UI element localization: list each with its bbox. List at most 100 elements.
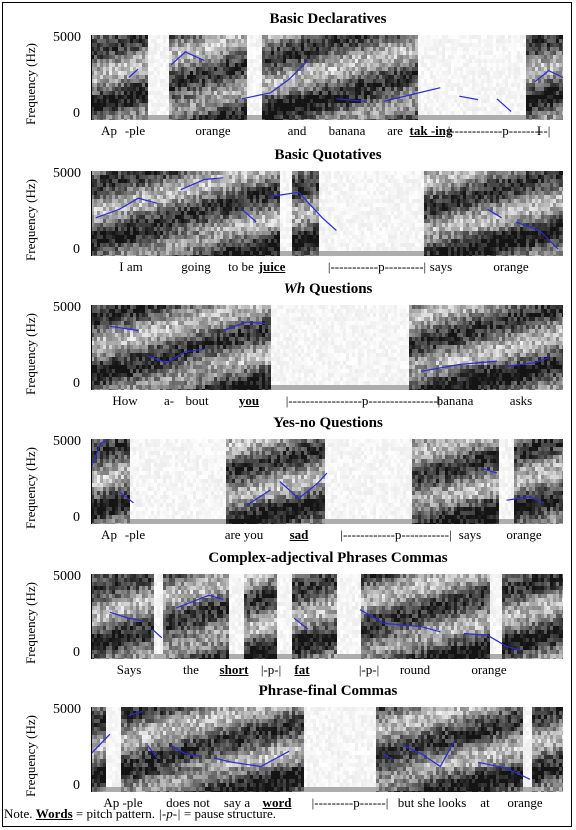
word-label: a- <box>164 393 174 409</box>
spectrogram-image <box>91 439 563 524</box>
y-tick-bottom: 0 <box>73 106 80 122</box>
word-label: Ap -ple <box>103 795 142 811</box>
panel-title-rest: Questions <box>305 281 372 297</box>
word-label: bout <box>185 393 208 409</box>
y-axis-label: Frequency (Hz) <box>23 710 39 802</box>
pitch-contour <box>515 221 559 250</box>
pause-marker: |-p-| <box>261 662 281 678</box>
pitch-contour <box>170 51 205 66</box>
pause-marker: |------------p---------| <box>448 123 551 139</box>
pitch-contour <box>270 191 337 231</box>
panel-title: Basic Quotatives <box>93 147 563 164</box>
note-prefix: Note. <box>4 806 33 821</box>
spectrogram-image <box>91 707 563 792</box>
word-label: banana <box>437 393 474 409</box>
spectrogram-image <box>91 35 563 120</box>
panel-title-italic: Wh <box>284 281 306 297</box>
pitch-contour <box>336 98 365 102</box>
word-label: round <box>400 662 430 678</box>
y-tick-top: 5000 <box>53 30 81 46</box>
pause-marker: |-----------------p----------------| <box>286 393 441 409</box>
y-axis-label: Frequency (Hz) <box>23 308 39 400</box>
pitch-word: short <box>220 662 249 678</box>
pitch-contour <box>95 197 158 219</box>
word-label: orange <box>471 662 506 678</box>
note-pause: |-p-| <box>158 806 180 821</box>
pitch-word: sad <box>290 527 309 543</box>
y-tick-top: 5000 <box>53 300 81 316</box>
spectrogram-panel: Basic Quotatives Frequency (Hz) 5000 0 I am g… <box>3 147 571 283</box>
pitch-contour <box>506 496 545 504</box>
pause-marker: |---------p------| <box>312 795 389 811</box>
y-tick-bottom: 0 <box>73 376 80 392</box>
word-label: Says <box>117 662 142 678</box>
word-label: orange <box>506 527 541 543</box>
word-label: says <box>430 259 452 275</box>
pitch-contour <box>496 98 512 112</box>
word-label: How <box>112 393 137 409</box>
pitch-contour <box>246 489 271 506</box>
word-label: Ap <box>101 527 117 543</box>
note-eq2: = pause structure. <box>184 806 276 821</box>
pitch-contour <box>482 468 498 474</box>
word-label: say a <box>224 795 250 811</box>
pause-marker: |-----------p---------| <box>328 259 426 275</box>
y-tick-top: 5000 <box>53 166 81 182</box>
pitch-contour <box>506 357 550 367</box>
spectrogram-image <box>91 305 563 390</box>
word-label: I <box>537 123 541 139</box>
panel-title: Phrase-final Commas <box>93 683 563 700</box>
word-label: and <box>288 123 307 139</box>
panel-title: Basic Declaratives <box>93 11 563 28</box>
word-label: says <box>459 527 481 543</box>
word-label: I am <box>119 259 142 275</box>
pitch-contour <box>128 68 139 78</box>
pitch-contour <box>534 69 563 83</box>
panel-title: Yes-no Questions <box>93 415 563 432</box>
pitch-contour <box>359 609 441 633</box>
pitch-contour <box>487 208 502 219</box>
spectrogram-panel: Wh Questions Frequency (Hz) 5000 0 How a-bout… <box>3 281 571 417</box>
word-label: going <box>181 259 211 275</box>
y-axis-label: Frequency (Hz) <box>23 174 39 266</box>
pitch-contour <box>213 750 290 768</box>
spectrogram-panel: Complex-adjectival Phrases Commas Frequen… <box>3 550 571 686</box>
y-axis-label: Frequency (Hz) <box>23 577 39 669</box>
pitch-contour <box>241 208 257 223</box>
y-axis-label: Frequency (Hz) <box>23 38 39 130</box>
pitch-contour <box>109 611 144 622</box>
y-tick-bottom: 0 <box>73 510 80 526</box>
pitch-contour <box>279 472 328 500</box>
word-label: -ple <box>125 527 145 543</box>
word-label: the <box>183 662 199 678</box>
pitch-contour <box>293 617 309 630</box>
spectrogram-image <box>91 171 563 256</box>
pitch-contour <box>421 360 497 372</box>
pitch-contour <box>180 177 224 191</box>
note-eq1: = pitch pattern. <box>76 806 155 821</box>
word-label: orange <box>195 123 230 139</box>
pitch-word: word <box>263 795 292 811</box>
pitch-contour <box>109 325 139 332</box>
pause-marker: |-p-| <box>359 662 379 678</box>
note-words: Words <box>36 806 73 821</box>
word-label: orange <box>507 795 542 811</box>
pitch-word: fat <box>294 662 309 678</box>
pitch-word: you <box>239 393 259 409</box>
spectrogram-panel: Phrase-final Commas Frequency (Hz) 5000 0 Ap… <box>3 683 571 819</box>
spectrogram-image <box>91 574 563 659</box>
word-label: banana <box>329 123 366 139</box>
pitch-contour <box>383 753 394 761</box>
figure-note: Note. Words = pitch pattern. |-p-| = pau… <box>4 806 276 822</box>
y-tick-bottom: 0 <box>73 645 80 661</box>
word-label: does not <box>166 795 210 811</box>
word-label: at <box>480 795 489 811</box>
pitch-contour <box>175 594 224 609</box>
pitch-word: juice <box>259 259 286 275</box>
word-label: but she looks <box>398 795 467 811</box>
pitch-contour <box>477 761 531 780</box>
pitch-contour <box>459 95 479 101</box>
word-label: orange <box>493 259 528 275</box>
pitch-contour <box>147 744 158 759</box>
